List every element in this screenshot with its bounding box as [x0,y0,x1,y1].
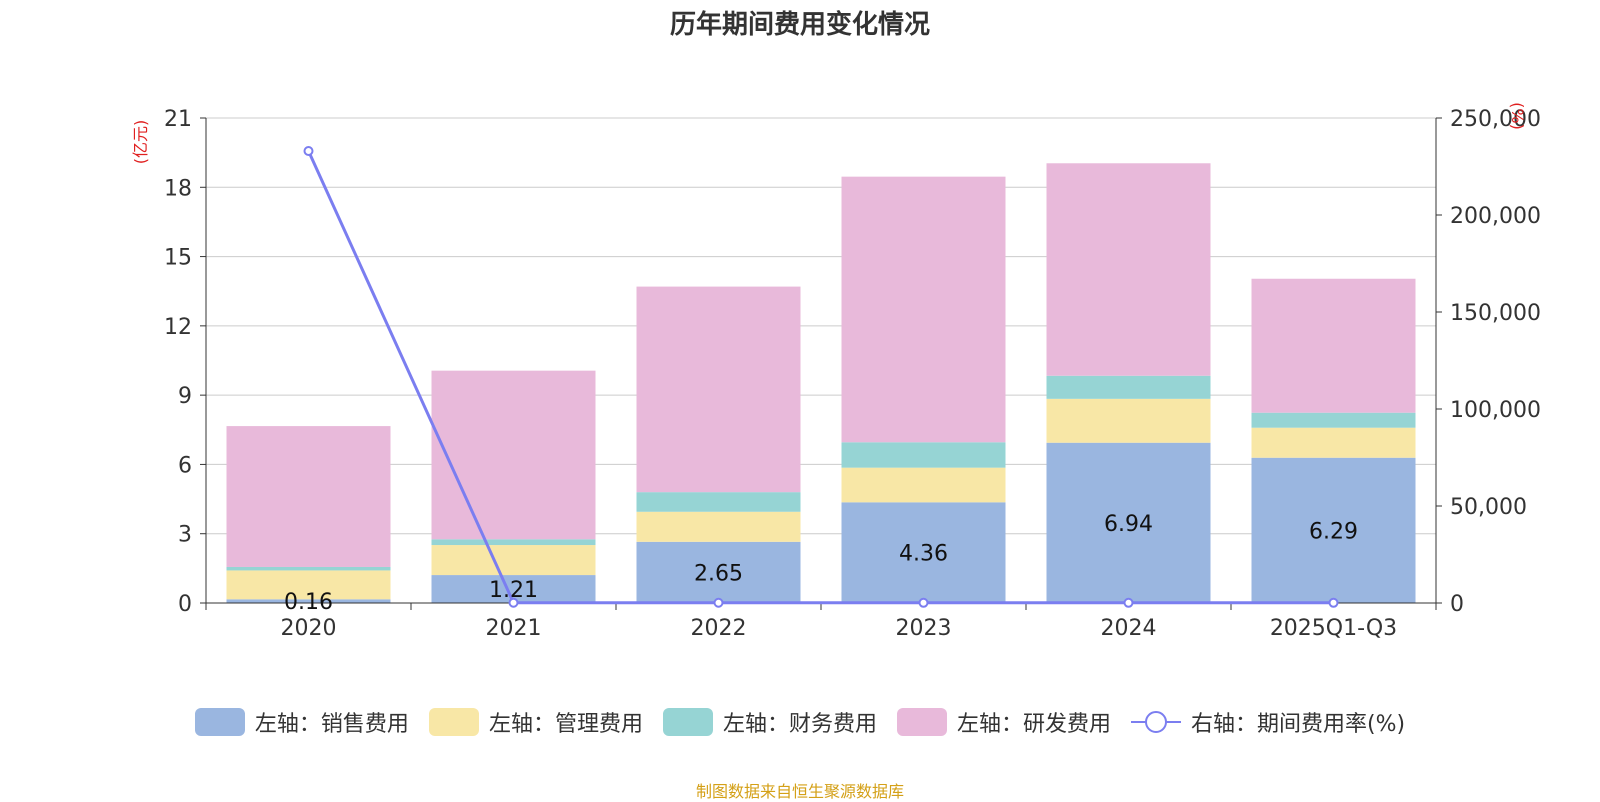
bar-1 [841,502,1006,603]
right-tick-label: 0 [1450,592,1464,617]
right-tick-label: 250,000 [1450,107,1541,132]
rate-point [1328,597,1339,608]
bar-2 [226,570,391,600]
legend-swatch [194,708,245,736]
right-axis-title: (%) [1508,102,1527,130]
bar-4 [226,426,391,567]
bar-2 [1251,427,1416,458]
axis-layer: 0 3 6 9 12 15 18 21 0 50,000 100,000 150,000 200,000… [164,107,1541,641]
source-note: 制图数据来自恒生聚源数据库 [695,782,904,801]
left-tick-label: 9 [178,384,192,409]
legend-label: 左轴：财务费用 [722,712,877,737]
left-tick-label: 0 [178,592,192,617]
bar-3 [1046,375,1211,399]
bar-1 [636,541,801,603]
bar-4 [841,176,1006,443]
rate-point [918,597,929,608]
bar-1 [226,599,391,603]
bar-4 [431,370,596,540]
bar-3 [1251,412,1416,428]
bar-2 [431,545,596,576]
x-tick-label: 2021 [486,616,542,641]
bar-1 [1046,442,1211,603]
right-tick-label: 200,000 [1450,204,1541,229]
x-tick-label: 2020 [281,616,337,641]
left-tick-label: 21 [164,107,192,132]
legend-swatch [428,708,479,736]
bar-4 [1046,163,1211,376]
left-tick-label: 6 [178,453,192,478]
legend-swatch [662,708,713,736]
legend-item-2[interactable]: 左轴：管理费用 [428,706,643,738]
data-label: 1.21 [489,578,538,603]
legend-label: 左轴：研发费用 [956,712,1111,737]
x-tick-label: 2024 [1101,616,1157,641]
rate-point [303,145,314,156]
legend-swatch [1130,711,1181,733]
left-tick-label: 3 [178,523,192,548]
x-tick-label: 2025Q1-Q3 [1270,616,1397,641]
bar-4 [1251,278,1416,413]
data-label: 2.65 [694,561,743,586]
bar-3 [636,492,801,512]
left-tick-label: 15 [164,246,192,271]
rate-point [1123,597,1134,608]
rate-point [713,597,724,608]
right-tick-label: 100,000 [1450,398,1541,423]
rate-point [508,597,519,608]
bar-3 [226,566,391,571]
legend-label: 左轴：管理费用 [488,712,643,737]
label-layer: 0.16 1.21 2.65 4.36 6.94 6.29 [284,512,1358,615]
bar-3 [431,539,596,546]
left-tick-label: 18 [164,176,192,201]
bar-2 [636,511,801,542]
right-tick-label: 50,000 [1450,495,1527,520]
legend: 左轴：销售费用 左轴：管理费用 左轴：财务费用 左轴：研发费用 右轴：期间费用率(%) [0,706,1600,738]
data-label: 4.36 [899,542,948,567]
right-tick-label: 150,000 [1450,301,1541,326]
legend-item-1[interactable]: 左轴：销售费用 [194,706,409,738]
bar-3 [841,442,1006,468]
x-tick-label: 2023 [896,616,952,641]
bar-2 [841,467,1006,503]
legend-label: 右轴：期间费用率(%) [1190,712,1406,737]
legend-item-3[interactable]: 左轴：财务费用 [662,706,877,738]
chart-plot: 0 3 6 9 12 15 18 21 0 50,000 100,000 150,000 200,000… [131,102,1541,641]
chart-title: 历年期间费用变化情况 [669,10,930,40]
legend-item-4[interactable]: 左轴：研发费用 [896,706,1111,738]
bar-layer [226,163,1416,603]
left-axis-title: (亿元) [131,120,150,165]
legend-item-5[interactable]: 右轴：期间费用率(%) [1130,706,1406,738]
legend-swatch [896,708,947,736]
bar-1 [1251,457,1416,603]
bar-2 [1046,398,1211,443]
bar-4 [636,286,801,493]
data-label: 6.29 [1309,519,1358,544]
legend-label: 左轴：销售费用 [254,712,409,737]
left-tick-label: 12 [164,315,192,340]
data-label: 0.16 [284,590,333,615]
data-label: 6.94 [1104,512,1153,537]
line-layer [303,145,1339,608]
x-tick-label: 2022 [691,616,747,641]
rate-line [307,150,1334,605]
